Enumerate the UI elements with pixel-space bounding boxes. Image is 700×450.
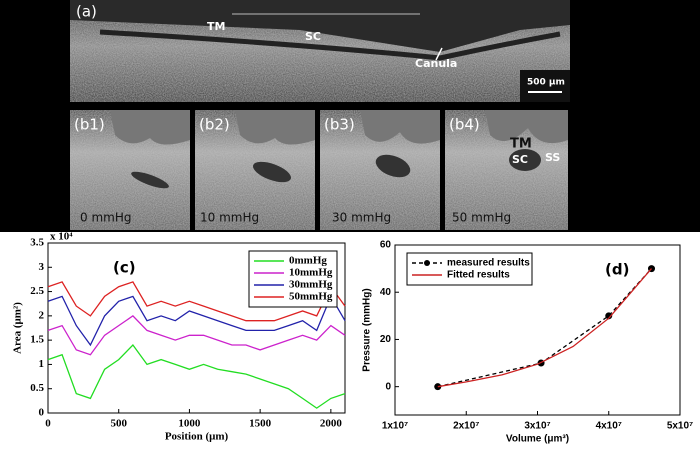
legend-label: 0mmHg [289, 255, 327, 267]
point [434, 383, 442, 391]
panel-label: (d) [605, 261, 629, 279]
y-tick-label: 3 [39, 261, 45, 273]
x-tick-label: 3x10⁷ [524, 421, 550, 432]
legend-label: 10mmHg [289, 267, 333, 279]
chart-c: 0 0.5 1 1.5 2 2.5 3 3.5 0 500 1000 1500 2000 Position… [12, 231, 346, 443]
x-tick-label: 1500 [249, 418, 272, 430]
annotation: SC [512, 153, 528, 166]
panel-label: (a) [76, 3, 97, 21]
y-tick-label: 2.5 [30, 285, 44, 297]
y-axis-label: Area (μm²) [12, 302, 24, 354]
x-tick-label: 4x10⁷ [596, 421, 622, 432]
plot-frame [47, 242, 346, 414]
y-tick-label: 20 [380, 334, 392, 345]
scale-bar-label: 500 µm [527, 78, 565, 88]
x-tick-label: 1000 [178, 418, 201, 430]
y-tick-label: 0.5 [30, 382, 44, 394]
pressure-label: 50 mmHg [452, 211, 511, 225]
point [605, 312, 613, 320]
y-tick-label: 2 [39, 309, 45, 321]
image-b: (b1) (b2) (b3) (b4) 0 mmHg 10 mmHg 30 mm… [70, 110, 568, 230]
legend-marker [424, 260, 430, 266]
y-tick-label: 1.5 [30, 334, 44, 346]
series-line [47, 281, 346, 322]
pressure-label: 0 mmHg [80, 211, 131, 225]
y-tick-label: 1 [39, 358, 45, 370]
pressure-label: 10 mmHg [200, 211, 259, 225]
annotation: SS [545, 151, 560, 164]
x-tick-label: 0 [45, 418, 51, 430]
y-tick-label: 0 [385, 381, 391, 392]
panel-label: (c) [113, 259, 136, 277]
x-tick-label: 500 [110, 418, 127, 430]
y-tick-label: 3.5 [30, 237, 44, 249]
panel-label: (b4) [449, 116, 480, 134]
series-line [47, 315, 346, 356]
series-line [47, 343, 346, 409]
image-a: (a) TM SC Canula 500 µm [70, 0, 570, 102]
x-tick-label: 1x10⁷ [382, 421, 408, 432]
panel-label: (b3) [324, 116, 355, 134]
annotation: TM [207, 20, 225, 33]
annotation: TM [510, 137, 532, 152]
x-tick-label: 2x10⁷ [453, 421, 479, 432]
series-line [47, 294, 346, 347]
legend-label: 50mmHg [289, 291, 333, 303]
panel-label: (b1) [74, 116, 105, 134]
legend-label: 30mmHg [289, 279, 333, 291]
y-tick-label: 40 [380, 287, 392, 298]
y-axis-label: Pressure (mmHg) [362, 288, 373, 371]
legend-label: Fitted results [447, 270, 510, 281]
panel-label: (b2) [199, 116, 230, 134]
x-tick-label: 2000 [320, 418, 343, 430]
legend-label: measured results [447, 258, 530, 269]
x-axis-label: Volume (μm³) [506, 434, 569, 445]
series-line [437, 268, 652, 388]
x-axis-label: Position (μm) [165, 431, 229, 443]
pressure-label: 30 mmHg [332, 211, 391, 225]
y-multiplier: x 10⁴ [50, 231, 73, 243]
y-tick-label: 60 [380, 240, 392, 251]
legend-box [406, 252, 533, 286]
series-line [437, 268, 652, 388]
annotation: SC [305, 30, 321, 43]
x-tick-label: 5x10⁷ [667, 421, 693, 432]
annotation: Canula [415, 57, 457, 70]
chart-d: 0 20 40 60 1x10⁷ 2x10⁷ 3x10⁷ 4x10⁷ 5x10⁷ Volume (… [362, 240, 694, 445]
y-tick-label: 0 [39, 407, 45, 419]
